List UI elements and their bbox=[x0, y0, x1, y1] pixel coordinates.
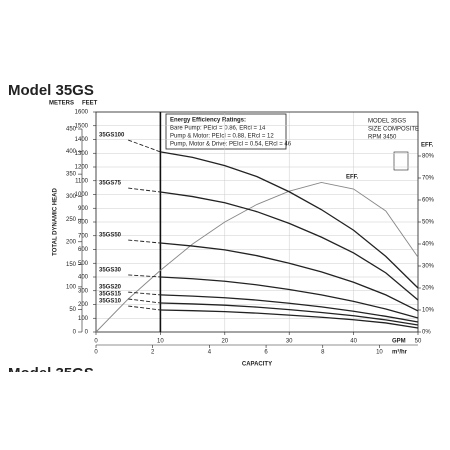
curve-label: 35GS20 bbox=[99, 285, 122, 291]
feet-tick-label: 1600 bbox=[75, 110, 89, 116]
rating-line: Pump, Motor & Drive: PEIcl = 0.54, ERcl … bbox=[170, 142, 292, 148]
meters-tick-label: 450 bbox=[66, 127, 77, 133]
eff-curve-label: EFF. bbox=[346, 175, 359, 181]
curve-dashed bbox=[128, 274, 161, 278]
eff-tick-label: 60% bbox=[422, 198, 435, 204]
m3hr-label: m³/hr bbox=[392, 349, 408, 356]
curve-dashed bbox=[128, 291, 161, 296]
eff-axis-label: EFF. bbox=[421, 143, 434, 149]
m3hr-tick-label: 2 bbox=[151, 350, 155, 356]
eff-tick-label: 80% bbox=[422, 154, 435, 160]
pump-curve bbox=[160, 294, 419, 323]
x-axis-label: CAPACITY bbox=[242, 362, 272, 368]
chart-title: Model 35GS bbox=[8, 82, 94, 99]
pump-curve bbox=[160, 151, 419, 289]
feet-tick-label: 400 bbox=[78, 275, 89, 281]
feet-label: FEET bbox=[82, 101, 98, 107]
eff-tick-label: 30% bbox=[422, 264, 435, 270]
gpm-tick-label: 40 bbox=[350, 339, 357, 345]
eff-tick-label: 40% bbox=[422, 242, 435, 248]
model-line: SIZE COMPOSITE bbox=[368, 127, 419, 133]
plot-frame bbox=[95, 111, 419, 333]
pump-curve bbox=[160, 276, 419, 319]
curve-label: 35GS75 bbox=[99, 181, 122, 187]
eff-tick-label: 20% bbox=[422, 286, 435, 292]
curve-label: 35GS30 bbox=[99, 268, 122, 274]
model-line: MODEL 35GS bbox=[368, 119, 406, 125]
feet-tick-label: 700 bbox=[78, 233, 89, 239]
pump-icon bbox=[393, 151, 409, 171]
model-line: RPM 3450 bbox=[368, 135, 397, 141]
meters-tick-label: 350 bbox=[66, 172, 77, 178]
gpm-tick-label: 20 bbox=[221, 339, 228, 345]
curve-label: 35GS100 bbox=[99, 133, 125, 139]
feet-tick-label: 100 bbox=[78, 316, 89, 322]
meters-tick-label: 50 bbox=[69, 307, 76, 313]
gpm-label: GPM bbox=[392, 339, 406, 345]
curve-dashed bbox=[128, 305, 161, 311]
feet-tick-label: 1500 bbox=[75, 123, 89, 129]
meters-tick-label: 250 bbox=[66, 217, 77, 223]
meters-tick-label: 150 bbox=[66, 262, 77, 268]
feet-tick-label: 0 bbox=[85, 330, 89, 336]
rating-line: Pump & Motor: PEIcl = 0.88, ERcl = 12 bbox=[170, 134, 274, 140]
meters-tick-label: 400 bbox=[66, 149, 77, 155]
meters-tick-label: 200 bbox=[66, 239, 77, 245]
gpm-tick-label: 50 bbox=[415, 339, 422, 345]
model-box bbox=[362, 114, 418, 152]
eff-tick-label: 70% bbox=[422, 176, 435, 182]
pump-curve bbox=[160, 191, 419, 301]
meters-label: METERS bbox=[49, 101, 74, 107]
curve-label: 35GS15 bbox=[99, 292, 122, 298]
curve-dashed bbox=[128, 239, 161, 244]
curve-dashed bbox=[128, 187, 161, 193]
gpm-tick-label: 10 bbox=[157, 339, 164, 345]
feet-tick-label: 1300 bbox=[75, 151, 89, 157]
y-axis-label: TOTAL DYNAMIC HEAD bbox=[53, 188, 59, 256]
m3hr-tick-label: 0 bbox=[94, 350, 98, 356]
m3hr-tick-label: 8 bbox=[321, 350, 325, 356]
feet-tick-label: 1000 bbox=[75, 192, 89, 198]
feet-tick-label: 1200 bbox=[75, 165, 89, 171]
eff-tick-label: 10% bbox=[422, 308, 435, 314]
curve-dashed bbox=[128, 298, 161, 304]
meters-tick-label: 0 bbox=[73, 330, 77, 336]
gpm-tick-label: 30 bbox=[286, 339, 293, 345]
feet-tick-label: 600 bbox=[78, 247, 89, 253]
m3hr-tick-label: 10 bbox=[376, 350, 383, 356]
efficiency-line bbox=[95, 181, 419, 333]
curve-label: 35GS50 bbox=[99, 233, 122, 239]
footer-title: Model 35GS bbox=[8, 365, 94, 382]
curve-label: 35GS10 bbox=[99, 299, 122, 305]
eff-tick-label: 0% bbox=[422, 330, 431, 336]
m3hr-tick-label: 4 bbox=[208, 350, 212, 356]
m3hr-tick-label: 6 bbox=[264, 350, 268, 356]
ratings-box bbox=[165, 113, 287, 150]
feet-tick-label: 500 bbox=[78, 261, 89, 267]
gpm-tick-label: 0 bbox=[94, 339, 98, 345]
pump-curve bbox=[160, 302, 419, 326]
pump-curve bbox=[160, 242, 419, 312]
meters-tick-label: 100 bbox=[66, 284, 77, 290]
feet-tick-label: 800 bbox=[78, 220, 89, 226]
pump-curve bbox=[160, 309, 419, 329]
ratings-title: Energy Efficiency Ratings: bbox=[170, 118, 246, 124]
rating-line: Bare Pump: PEIcl = 0.86, ERcl = 14 bbox=[170, 126, 266, 132]
eff-tick-label: 50% bbox=[422, 220, 435, 226]
feet-tick-label: 1400 bbox=[75, 137, 89, 143]
meters-tick-label: 300 bbox=[66, 194, 77, 200]
feet-tick-label: 200 bbox=[78, 302, 89, 308]
feet-tick-label: 300 bbox=[78, 288, 89, 294]
feet-tick-label: 900 bbox=[78, 206, 89, 212]
